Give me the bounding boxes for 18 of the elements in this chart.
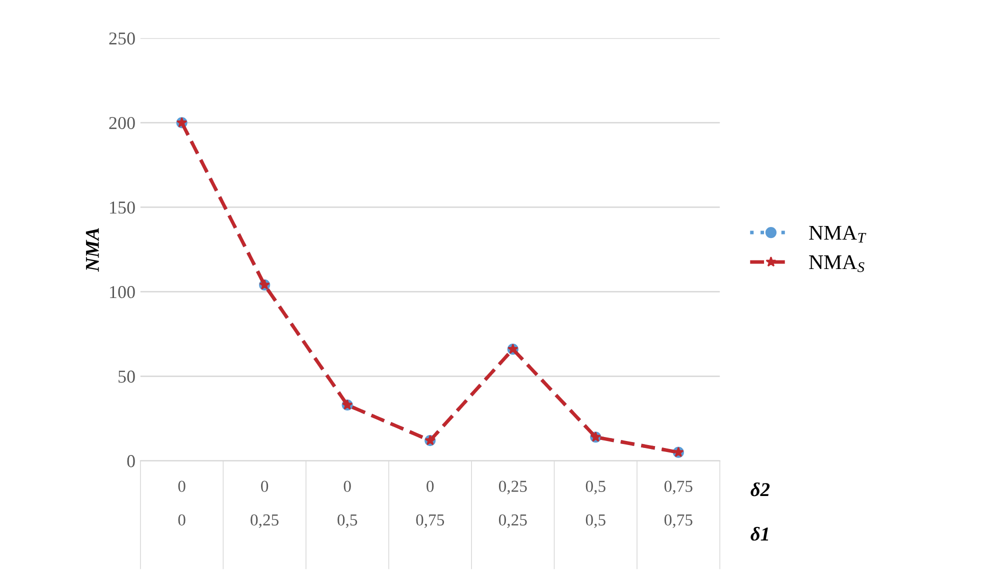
- y-axis-title: NMA: [86, 228, 99, 272]
- legend-label: NMA$_{T}$: [809, 226, 866, 242]
- text: δ1: [750, 526, 768, 541]
- category-label: 0 0,75: [416, 480, 444, 528]
- category-label: 0 0: [178, 480, 186, 526]
- y-tick-label: 150: [110, 201, 135, 214]
- category-label: 0 0,5: [338, 480, 358, 528]
- y-tick-label: 100: [110, 286, 135, 298]
- y-tick-label: 250: [109, 32, 135, 45]
- x-tick-label: 0,5 0,5: [586, 480, 606, 528]
- x-tick-label: 0,75 0,75: [664, 480, 692, 528]
- legend-label: NMA$_{S}$: [809, 255, 864, 272]
- category-label: 0 0,25: [250, 480, 279, 528]
- text: δ2: [750, 482, 770, 496]
- x-tick-label: 0,25 0,25: [498, 480, 527, 528]
- y-tick-label: 50: [118, 370, 135, 383]
- y-tick-label: 0: [127, 455, 135, 468]
- y-tick-label: 200: [109, 116, 135, 130]
